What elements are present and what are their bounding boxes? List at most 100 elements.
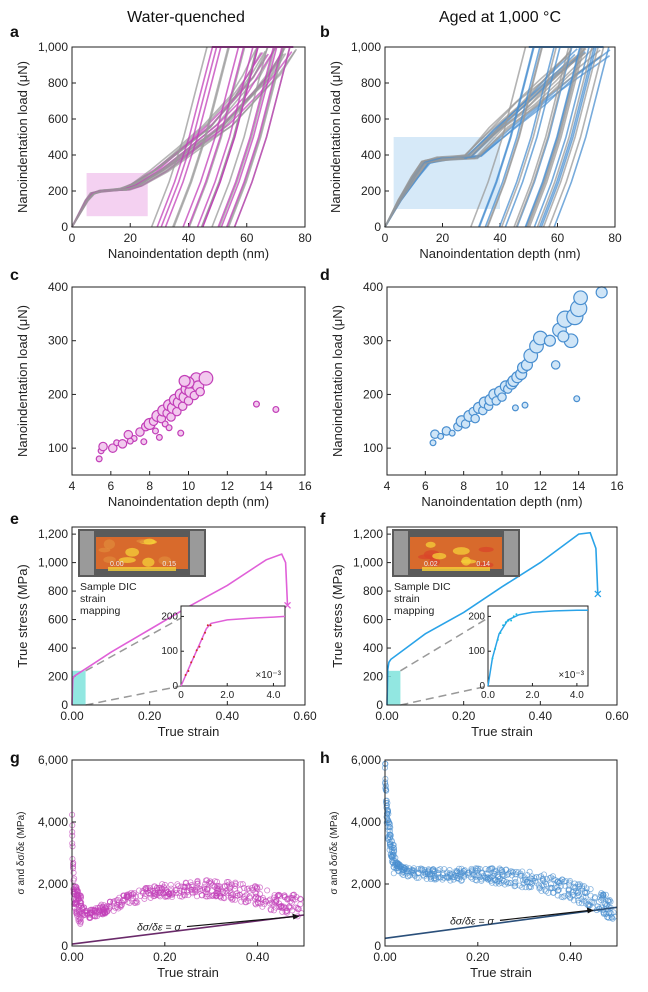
hardening-rate-point [188,883,195,890]
hardening-rate-point [147,894,154,901]
plot-frame [71,759,305,947]
true-stress-line [384,906,618,940]
unloading-curve [188,46,246,228]
hardening-rate-point [203,885,210,892]
panel-letter-b: b [320,24,330,41]
plot-frame [71,286,306,476]
hardening-rate-point [546,875,553,882]
hardening-rate-point [587,892,594,899]
hardening-rate-point [575,889,582,896]
hardening-rate-point [265,897,272,904]
unloading-curve [526,46,583,228]
x-tick-label: 14 [259,479,273,493]
panel-letter-d: d [320,267,330,284]
panel-letter-c: c [10,267,19,284]
inset-y-tick-label: 100 [468,646,485,657]
y-axis-label: Nanoindentation load (μN) [15,305,30,457]
hardening-rate-point [73,897,80,904]
hardening-rate-point [430,866,437,873]
dic-annotation-line: Sample DIC [80,581,137,593]
dic-grip-right [504,531,518,575]
hardening-rate-point [95,908,102,915]
x-tick-label: 0.00 [373,950,397,964]
data-point [117,439,128,449]
hardening-rate-point [124,899,131,906]
inset-frame [487,605,589,687]
hardening-rate-point [245,898,252,905]
loading-curve [384,49,601,228]
inset-data-point [502,624,505,627]
hardening-rate-point [270,907,277,914]
data-point [557,330,570,343]
y-tick-label: 2,000 [38,877,68,891]
unloading-curve [470,46,527,228]
zoom-guide-line [85,617,182,672]
hardening-rate-point [565,886,572,893]
y-tick-label: 400 [363,641,383,655]
hardening-rate-point [554,878,561,885]
hardening-rate-point [461,867,468,874]
x-tick-label: 0.40 [216,709,240,723]
hardening-rate-point [528,884,535,891]
hardening-rate-point [221,882,228,889]
y-tick-label: 0 [61,220,68,234]
hardening-rate-point [578,896,585,903]
y-tick-label: 600 [363,613,383,627]
hardening-rate-point [550,889,557,896]
hardening-rate-point [400,864,407,871]
hardening-rate-point [98,901,105,908]
x-axis-label: Nanoindentation depth (nm) [419,246,580,261]
hardening-rate-point [255,894,262,901]
hardening-rate-point [154,884,161,891]
dic-scale-max: 0.14 [476,561,490,568]
data-point [252,400,260,408]
hardening-rate-point [561,882,568,889]
dic-color-scale [108,567,176,571]
hardening-rate-point [437,866,444,873]
hardening-rate-point [149,888,156,895]
inset-data-point [504,621,507,624]
y-tick-label: 6,000 [351,753,381,767]
hardening-rate-point [390,841,397,848]
hardening-rate-point [253,894,260,901]
x-tick-label: 10 [495,479,509,493]
y-tick-label: 100 [363,441,383,455]
hardening-rate-point [554,887,561,894]
hardening-rate-point [503,879,510,886]
inset-data-point [496,638,499,641]
unloading-curve [164,46,222,228]
unloading-curve [233,46,291,228]
hardening-rate-point [509,868,516,875]
x-tick-label: 12 [534,479,548,493]
stress-strain-curve [386,531,599,706]
panel-f: f0.00 0.20 0.40 0.6002004006008001,0001,200… [320,511,629,739]
x-tick-label: 0.00 [60,709,84,723]
dic-hotspot [143,538,156,545]
hardening-rate-point [565,890,572,897]
hardening-rate-point [217,883,224,890]
hardening-rate-point [221,895,228,902]
dic-hotspot [432,552,447,560]
hardening-rate-point [475,865,482,872]
dic-hotspot [158,556,172,565]
y-tick-label: 800 [361,76,381,90]
hardening-rate-point [542,888,549,895]
data-point [550,360,561,370]
y-tick-label: 6,000 [38,753,68,767]
hardening-rate-point [168,892,175,899]
inset-data-point [510,619,513,622]
plot-frame [384,46,616,228]
hardening-rate-point [274,893,281,900]
hardening-rate-point [139,888,146,895]
dic-annotation-line: mapping [394,605,434,617]
unloading-curve [542,46,599,228]
hardening-rate-point [283,909,290,916]
hardening-rate-point [584,902,591,909]
inset-data-point [195,649,198,652]
plot-frame [71,46,306,228]
hardening-rate-point [99,905,106,912]
inset-x-tick-label: 4.0 [570,690,584,701]
hardening-rate-point [180,888,187,895]
hardening-rate-point [227,890,234,897]
unloading-curve [515,46,572,228]
